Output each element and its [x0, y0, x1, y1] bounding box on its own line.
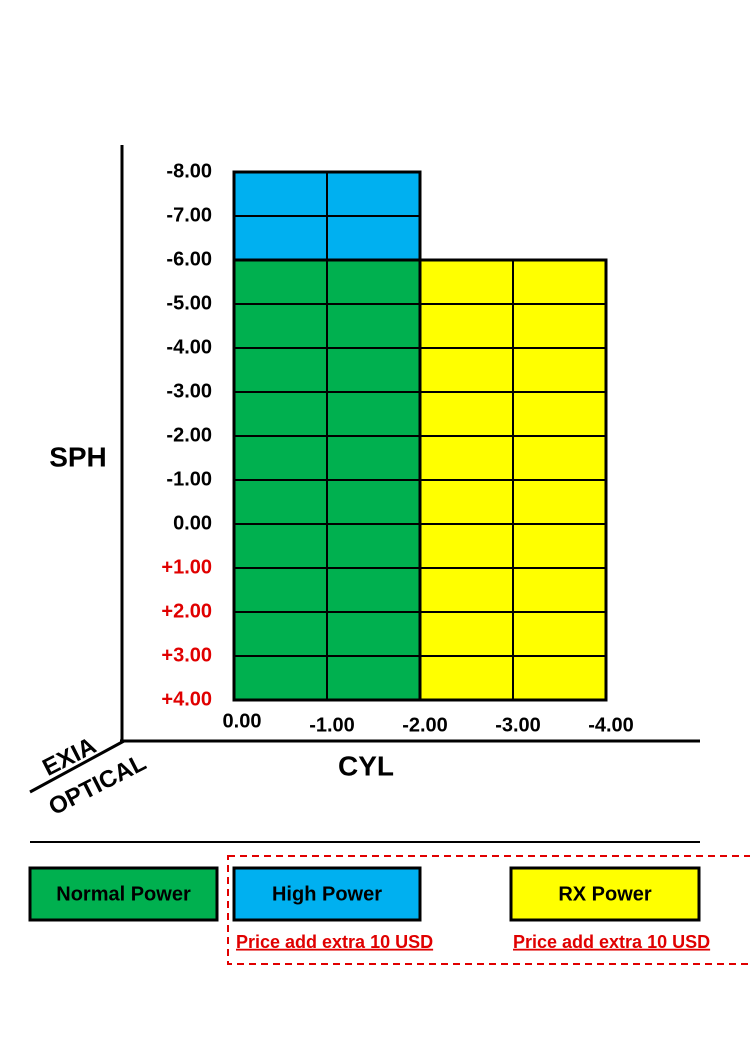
x-tick-label: -3.00	[495, 714, 541, 736]
legend-label: High Power	[272, 883, 382, 905]
y-tick-label: -3.00	[166, 380, 212, 402]
x-tick-label: -2.00	[402, 714, 448, 736]
y-tick-label: -5.00	[166, 292, 212, 314]
y-tick-label: -6.00	[166, 248, 212, 270]
price-note: Price add extra 10 USD	[513, 932, 710, 952]
legend-label: Normal Power	[56, 883, 191, 905]
y-tick-label: 0.00	[173, 512, 212, 534]
y-tick-label: +4.00	[161, 688, 212, 710]
extra-price-frame	[227, 855, 750, 965]
y-axis-label: SPH	[49, 441, 107, 472]
x-axis-label: CYL	[338, 750, 394, 781]
price-note: Price add extra 10 USD	[236, 932, 433, 952]
x-tick-label: -4.00	[588, 714, 634, 736]
x-tick-label: -1.00	[309, 714, 355, 736]
y-tick-label: -4.00	[166, 336, 212, 358]
y-tick-label: +1.00	[161, 556, 212, 578]
x-tick-label: 0.00	[223, 710, 262, 732]
y-tick-label: -1.00	[166, 468, 212, 490]
y-tick-label: -8.00	[166, 160, 212, 182]
y-tick-label: +3.00	[161, 644, 212, 666]
legend-label: RX Power	[558, 883, 652, 905]
legend-swatch	[232, 866, 422, 922]
y-tick-label: +2.00	[161, 600, 212, 622]
y-tick-label: -2.00	[166, 424, 212, 446]
legend-swatch	[509, 866, 701, 922]
y-tick-label: -7.00	[166, 204, 212, 226]
brand-divider	[29, 739, 125, 794]
legend-swatch	[28, 866, 219, 922]
